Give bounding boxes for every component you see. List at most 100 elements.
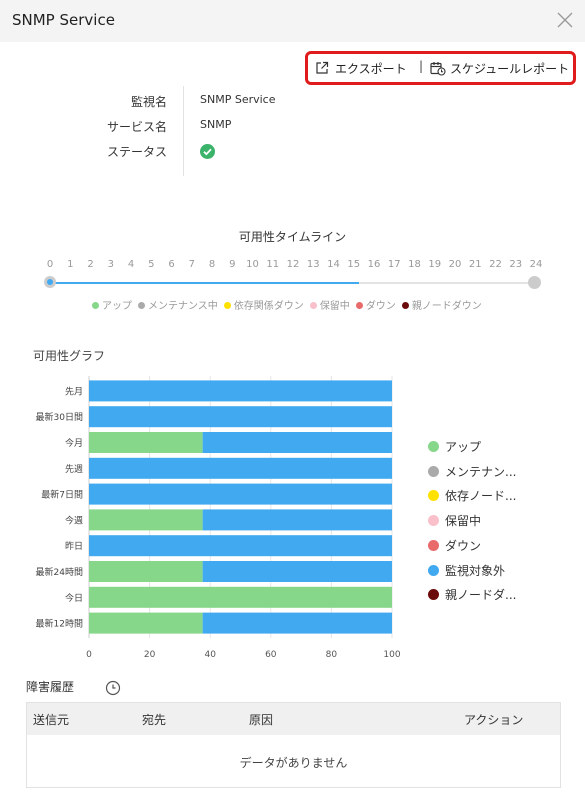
status-label: ステータス	[106, 145, 167, 159]
category-label: 今月	[65, 437, 83, 449]
legend-dot-icon	[428, 490, 439, 502]
x-tick-label: 60	[265, 650, 277, 660]
legend-dot-icon	[428, 539, 439, 551]
x-tick-label: 0	[86, 650, 92, 660]
timeline-legend-item[interactable]: 保留中	[309, 301, 350, 312]
timeline-tick: 6	[168, 259, 175, 270]
bar-segment	[89, 509, 203, 531]
dialog-title: SNMP Service	[12, 11, 115, 29]
bar-segment	[89, 380, 392, 402]
bar-segment	[202, 561, 392, 582]
category-label: 最新24時間	[36, 566, 83, 578]
legend-dot-icon	[428, 441, 439, 452]
empty-message: データがありません	[239, 756, 348, 770]
category-label: 今週	[65, 514, 83, 526]
timeline-legend-item[interactable]: 依存関係ダウン	[223, 301, 304, 312]
bar-segment	[202, 509, 392, 531]
info-divider	[183, 86, 184, 176]
column-action: アクション	[464, 713, 524, 727]
x-tick-label: 20	[144, 650, 156, 660]
column-destination: 宛先	[142, 713, 167, 727]
timeline-tick: 20	[448, 259, 462, 270]
timeline-tick: 12	[286, 259, 300, 270]
clock-icon[interactable]	[105, 680, 121, 696]
bar-segment	[89, 586, 392, 608]
category-label: 先月	[65, 385, 83, 397]
graph-legend-item[interactable]: アップ	[428, 438, 481, 455]
bar-segment	[89, 535, 392, 557]
column-source: 送信元	[33, 713, 70, 727]
legend-dot-icon	[138, 302, 145, 309]
legend-dot-icon	[92, 302, 99, 309]
timeline-legend-label: ダウン	[365, 301, 396, 312]
bar-segment	[89, 612, 203, 634]
graph-legend-label: アップ	[445, 440, 482, 454]
timeline-title: 可用性タイムライン	[238, 230, 347, 244]
bar-segment	[202, 612, 392, 634]
timeline-legend-item[interactable]: アップ	[92, 301, 132, 312]
legend-dot-icon	[401, 302, 409, 309]
close-icon[interactable]	[555, 10, 575, 30]
outage-history-table: 送信元 宛先 原因 アクション データがありません	[26, 702, 561, 788]
timeline-legend-item[interactable]: 親ノードダウン	[401, 301, 482, 312]
graph-legend-label: メンテナン...	[445, 464, 517, 479]
timeline-tick: 2	[87, 259, 94, 270]
timeline-tick: 1	[67, 259, 74, 270]
availability-graph-title: 可用性グラフ	[33, 349, 106, 363]
timeline-legend-label: アップ	[102, 301, 132, 312]
timeline-start-handle[interactable]	[44, 276, 56, 288]
table-header: 送信元 宛先 原因 アクション	[27, 703, 560, 735]
timeline-legend-label: 依存関係ダウン	[233, 301, 304, 312]
export-icon	[316, 61, 329, 74]
outage-history-title: 障害履歴	[26, 680, 75, 694]
timeline-tick: 21	[468, 259, 482, 270]
graph-legend-label: 保留中	[445, 514, 482, 529]
category-label: 最新12時間	[36, 618, 83, 630]
timeline-legend-item[interactable]: メンテナンス中	[138, 301, 218, 312]
monitor-name-label: 監視名	[130, 95, 167, 109]
graph-legend-item[interactable]: メンテナン...	[428, 463, 516, 480]
graph-legend-item[interactable]: 親ノードダ...	[428, 586, 516, 603]
timeline-tick: 24	[529, 259, 543, 270]
bar-segment	[89, 457, 392, 479]
graph-legend-label: 監視対象外	[445, 563, 506, 578]
monitor-name-value: SNMP Service	[200, 93, 276, 106]
graph-legend-item[interactable]: 監視対象外	[428, 562, 505, 579]
service-name-value: SNMP	[200, 118, 232, 131]
timeline-tick: 14	[327, 259, 340, 270]
dialog-header: SNMP Service	[0, 0, 585, 42]
timeline-tick: 11	[266, 259, 280, 270]
timeline-tick: 9	[229, 259, 236, 270]
timeline-legend-item[interactable]: ダウン	[355, 301, 396, 312]
graph-legend-item[interactable]: 保留中	[428, 512, 481, 529]
timeline-tick: 23	[509, 259, 523, 270]
timeline-tick: 3	[107, 259, 114, 270]
legend-dot-icon	[428, 515, 439, 527]
graph-legend-label: 親ノードダ...	[445, 588, 517, 603]
timeline-tick: 13	[306, 259, 320, 270]
timeline-progress	[50, 282, 359, 284]
check-circle-icon	[200, 144, 215, 159]
bar-segment	[89, 432, 203, 453]
timeline-tick: 7	[188, 259, 195, 270]
service-name-label: サービス名	[106, 120, 167, 134]
bar-segment	[89, 483, 392, 505]
toolbar-separator: |	[419, 59, 424, 73]
category-label: 今日	[65, 592, 83, 604]
column-reason: 原因	[249, 713, 274, 727]
timeline-legend-label: 親ノードダウン	[411, 301, 482, 312]
category-label: 昨日	[65, 540, 83, 552]
graph-legend-item[interactable]: 依存ノード...	[428, 487, 516, 504]
graph-legend-item[interactable]: ダウン	[428, 537, 481, 554]
timeline-tick: 5	[148, 259, 155, 270]
x-tick-label: 100	[383, 650, 400, 660]
timeline-tick: 18	[408, 259, 421, 270]
legend-dot-icon	[428, 564, 439, 576]
timeline-tick: 17	[387, 259, 401, 270]
timeline-end-handle[interactable]	[528, 276, 541, 289]
timeline-tick: 19	[428, 259, 442, 270]
schedule-report-label: スケジュールレポート	[450, 62, 570, 76]
actions-toolbar: エクスポート | スケジュールレポート	[305, 51, 576, 85]
timeline-tick: 0	[46, 259, 54, 270]
timeline-tick: 4	[127, 259, 135, 270]
